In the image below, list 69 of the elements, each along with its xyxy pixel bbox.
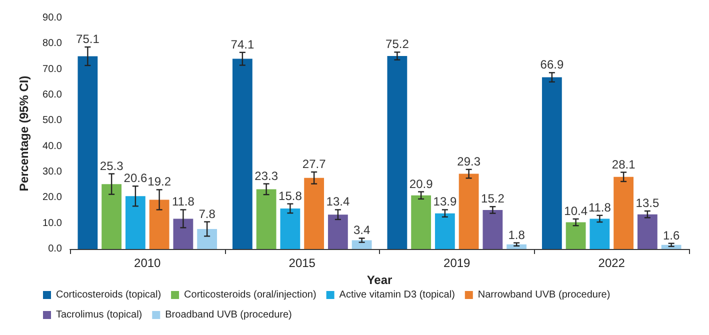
bar bbox=[590, 218, 610, 249]
data-label: 7.8 bbox=[198, 206, 216, 221]
y-tick-label: 40.0 bbox=[42, 140, 62, 152]
y-tick-label: 10.0 bbox=[42, 218, 62, 229]
bar bbox=[232, 58, 252, 249]
data-label: 25.3 bbox=[100, 158, 124, 173]
legend-label: Tacrolimus (topical) bbox=[56, 310, 142, 320]
data-label: 13.5 bbox=[636, 196, 660, 210]
bar bbox=[542, 77, 562, 249]
x-axis-title: Year bbox=[366, 272, 393, 287]
y-axis-title: Percentage (95% CI) bbox=[17, 76, 31, 192]
y-tick-label: 60.0 bbox=[42, 90, 62, 100]
data-label: 11.8 bbox=[172, 194, 195, 209]
data-label: 1.6 bbox=[662, 228, 680, 242]
data-label: 66.9 bbox=[540, 58, 564, 72]
bar bbox=[78, 56, 98, 249]
bar bbox=[125, 196, 146, 249]
legend-label: Active vitamin D3 (topical) bbox=[339, 290, 455, 300]
data-label: 10.4 bbox=[564, 204, 588, 218]
bar bbox=[482, 210, 503, 249]
y-tick-label: 20.0 bbox=[42, 192, 62, 204]
bar bbox=[149, 200, 170, 249]
legend-label: Narrowband UVB (procedure) bbox=[478, 290, 610, 300]
data-label: 75.2 bbox=[386, 37, 410, 52]
bar bbox=[256, 189, 276, 249]
data-label: 75.1 bbox=[76, 32, 100, 46]
bar bbox=[434, 213, 455, 249]
legend-label: Corticosteroids (oral/injection) bbox=[184, 290, 316, 300]
x-tick-label: 2022 bbox=[598, 256, 626, 270]
y-tick-label: 30.0 bbox=[42, 166, 62, 178]
data-label: 13.9 bbox=[433, 194, 457, 209]
data-label: 28.1 bbox=[612, 157, 636, 172]
y-tick-label: 50.0 bbox=[42, 115, 62, 126]
y-tick-label: 90.0 bbox=[42, 12, 62, 24]
data-label: 20.6 bbox=[124, 171, 148, 186]
x-tick-label: 2010 bbox=[134, 256, 162, 270]
data-label: 1.8 bbox=[508, 228, 526, 242]
legend-label: Broadband UVB (procedure) bbox=[165, 310, 292, 320]
data-label: 20.9 bbox=[409, 176, 434, 191]
data-label: 3.4 bbox=[353, 223, 370, 238]
data-label: 23.3 bbox=[254, 168, 278, 183]
data-label: 29.3 bbox=[457, 154, 481, 168]
data-label: 15.8 bbox=[278, 188, 302, 203]
bar bbox=[458, 174, 479, 249]
bar bbox=[614, 176, 634, 249]
bar bbox=[411, 195, 432, 249]
x-tick-label: 2019 bbox=[444, 256, 471, 270]
data-label: 19.2 bbox=[148, 174, 172, 189]
bar bbox=[566, 222, 586, 249]
y-tick-label: 70.0 bbox=[42, 64, 62, 75]
bar bbox=[387, 56, 408, 249]
data-label: 13.4 bbox=[326, 194, 350, 209]
data-label: 15.2 bbox=[481, 192, 505, 206]
bar bbox=[173, 218, 194, 249]
legend-label: Corticosteroids (topical) bbox=[56, 290, 162, 300]
data-label: 11.8 bbox=[588, 200, 612, 214]
x-tick-label: 2015 bbox=[288, 256, 316, 270]
bar bbox=[506, 244, 527, 249]
bar bbox=[280, 208, 300, 249]
bar bbox=[197, 228, 218, 249]
bar bbox=[102, 184, 122, 249]
y-tick-label: 80.0 bbox=[42, 38, 62, 50]
data-label: 27.7 bbox=[302, 157, 326, 171]
data-label: 74.1 bbox=[230, 37, 254, 52]
bar bbox=[304, 178, 324, 249]
y-tick-label: 0.0 bbox=[48, 244, 62, 254]
bar bbox=[352, 240, 372, 249]
bar bbox=[637, 214, 658, 249]
bar bbox=[328, 214, 348, 249]
